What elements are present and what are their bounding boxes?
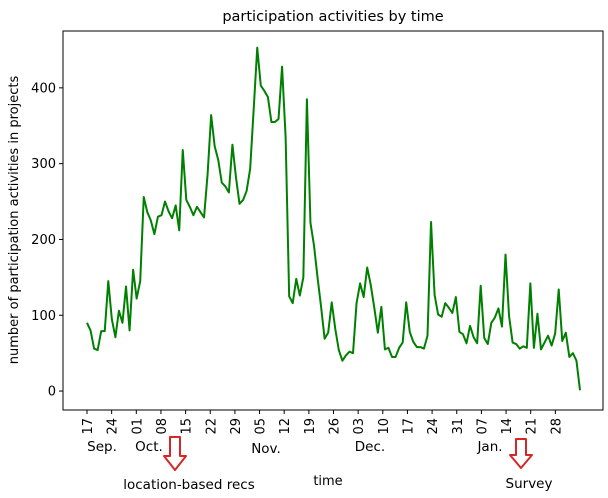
- y-tick-label: 0: [48, 385, 56, 400]
- y-tick-label: 300: [31, 157, 56, 172]
- x-tick-label: 14: [500, 418, 515, 435]
- y-tick-label: 400: [31, 81, 56, 96]
- x-tick-label: 07: [475, 418, 490, 435]
- x-axis: 17 24 01 08 15 22 29 05 12 19 26 03 10 17 24 31 07 14 21 28: [81, 410, 564, 435]
- month-label: Jan.: [476, 439, 502, 455]
- x-axis-label: time: [313, 474, 342, 489]
- y-tick-label: 200: [31, 233, 56, 248]
- x-tick-label: 15: [180, 418, 195, 435]
- x-tick-label: 24: [426, 418, 441, 435]
- x-tick-label: 10: [377, 418, 392, 435]
- x-tick-label: 26: [328, 418, 343, 435]
- y-axis-label: number of participation activities in pr…: [7, 76, 22, 365]
- x-tick-label: 17: [401, 418, 416, 435]
- month-label: Sep.: [87, 439, 117, 455]
- x-tick-label: 22: [204, 418, 219, 435]
- x-tick-label: 12: [278, 418, 293, 435]
- chart-title: participation activities by time: [222, 9, 443, 25]
- month-label: Dec.: [355, 439, 385, 455]
- x-tick-label: 24: [106, 418, 121, 435]
- annotation-location-based-recs: location-based recs: [123, 477, 255, 493]
- month-label: Oct.: [135, 439, 163, 455]
- down-arrow-icon: [509, 438, 533, 469]
- month-labels: Sep. Oct. Nov. Dec. Jan.: [87, 439, 502, 457]
- plot-frame: [62, 30, 604, 411]
- series-line: [86, 46, 581, 391]
- x-tick-label: 31: [451, 418, 466, 435]
- x-tick-label: 21: [525, 418, 540, 435]
- x-tick-label: 29: [229, 418, 244, 435]
- y-tick-label: 100: [31, 309, 56, 324]
- x-tick-label: 01: [130, 418, 145, 435]
- x-tick-label: 19: [303, 418, 318, 435]
- x-tick-label: 03: [352, 418, 367, 435]
- x-tick-label: 05: [254, 418, 269, 435]
- x-tick-label: 17: [81, 418, 96, 435]
- y-axis: 0 100 200 300 400: [31, 81, 63, 400]
- x-tick-label: 08: [155, 418, 170, 435]
- annotation-survey: Survey: [506, 476, 553, 492]
- down-arrow-icon: [163, 436, 187, 471]
- month-label: Nov.: [251, 441, 281, 457]
- x-tick-label: 28: [549, 418, 564, 435]
